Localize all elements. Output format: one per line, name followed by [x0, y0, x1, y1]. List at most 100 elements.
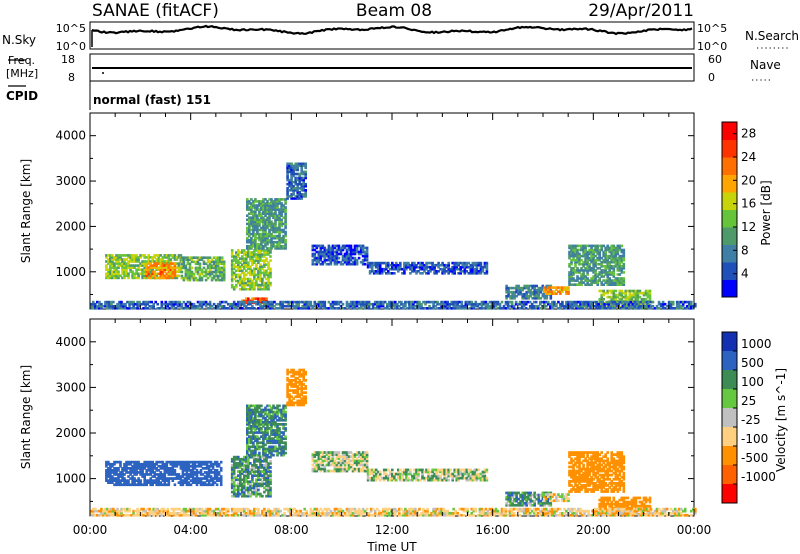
echo-cell [119, 481, 122, 484]
echo-cell [522, 304, 526, 308]
echo-cell [136, 304, 139, 308]
echo-cell [185, 483, 189, 487]
echo-cell [171, 276, 175, 280]
echo-cell [365, 256, 369, 260]
echo-cell [241, 492, 244, 496]
echo-cell [274, 406, 277, 410]
echo-cell [484, 300, 488, 304]
echo-cell [365, 254, 369, 258]
echo-cell [269, 300, 272, 304]
echo-cell [262, 226, 265, 230]
echo-cell [688, 304, 691, 308]
echo-cell [461, 263, 465, 267]
echo-cell [549, 297, 553, 300]
echo-cell [187, 464, 191, 468]
echo-cell [253, 255, 256, 258]
echo-cell [317, 250, 321, 254]
echo-cell [357, 252, 361, 256]
echo-cell [185, 481, 189, 484]
echo-cell [193, 462, 197, 466]
echo-cell [347, 258, 351, 262]
echo-cell [194, 276, 198, 280]
echo-cell [113, 274, 116, 278]
echo-cell [259, 472, 262, 475]
echo-cell [183, 464, 187, 468]
echo-cell [212, 270, 216, 274]
echo-cell [129, 254, 132, 257]
echo-cell [333, 250, 337, 254]
echo-cell [262, 410, 265, 414]
echo-cell [321, 304, 325, 308]
echo-cell [620, 295, 624, 299]
echo-cell [547, 300, 550, 304]
echo-cell [192, 272, 196, 276]
echo-cell [232, 257, 236, 260]
echo-cell [261, 304, 264, 308]
echo-cell [212, 276, 216, 280]
echo-cell [165, 471, 169, 474]
echo-cell [115, 254, 118, 257]
echo-cell [610, 246, 613, 250]
echo-cell [161, 256, 165, 259]
echo-cell [370, 270, 374, 273]
echo-cell [239, 470, 242, 473]
echo-cell [345, 252, 349, 256]
echo-cell [278, 222, 281, 226]
echo-cell [164, 302, 168, 306]
echo-cell [403, 272, 406, 275]
echo-cell [243, 279, 246, 283]
echo-cell [270, 214, 273, 217]
echo-cell [258, 406, 261, 410]
echo-cell [259, 269, 262, 273]
echo-cell [272, 437, 275, 440]
echo-cell [529, 284, 532, 288]
echo-cell [549, 294, 553, 298]
echo-cell [164, 300, 168, 304]
echo-cell [269, 267, 272, 271]
echo-cell [255, 281, 258, 285]
echo-cell [250, 218, 253, 222]
echo-cell [192, 256, 196, 259]
echo-cell [390, 307, 393, 310]
echo-cell [410, 307, 413, 310]
echo-cell [245, 459, 248, 463]
echo-cell [400, 300, 403, 304]
echo-cell [218, 256, 222, 259]
echo-cell [359, 302, 363, 306]
echo-cell [370, 267, 374, 271]
echo-cell [153, 464, 156, 468]
echo-cell [296, 187, 299, 190]
echo-cell [256, 425, 259, 428]
echo-cell [343, 244, 347, 248]
echo-cell [365, 252, 369, 256]
echo-cell [105, 254, 108, 257]
echo-cell [270, 451, 273, 455]
echo-cell [586, 273, 589, 276]
echo-cell [263, 283, 266, 287]
echo-cell [255, 302, 258, 306]
echo-cell [251, 478, 254, 482]
echo-cell [267, 265, 270, 268]
echo-cell [304, 195, 307, 198]
echo-cell [276, 206, 279, 209]
echo-cell [220, 262, 224, 266]
echo-cell [404, 302, 407, 306]
echo-cell [105, 475, 108, 478]
echo-cell [145, 272, 148, 276]
echo-cell [516, 302, 520, 306]
echo-cell [655, 307, 659, 310]
echo-cell [437, 261, 440, 265]
echo-cell [282, 406, 285, 410]
echo-cell [369, 302, 373, 306]
echo-cell [137, 462, 140, 466]
nave-point [102, 72, 104, 74]
echo-cell [368, 265, 372, 269]
echo-cell [239, 480, 242, 484]
echo-cell [370, 261, 374, 265]
echo-cell [186, 307, 190, 310]
echo-cell [247, 307, 250, 310]
echo-cell [241, 494, 244, 498]
echo-cell [616, 267, 620, 270]
echo-cell [582, 260, 585, 264]
echo-cell [241, 302, 244, 306]
